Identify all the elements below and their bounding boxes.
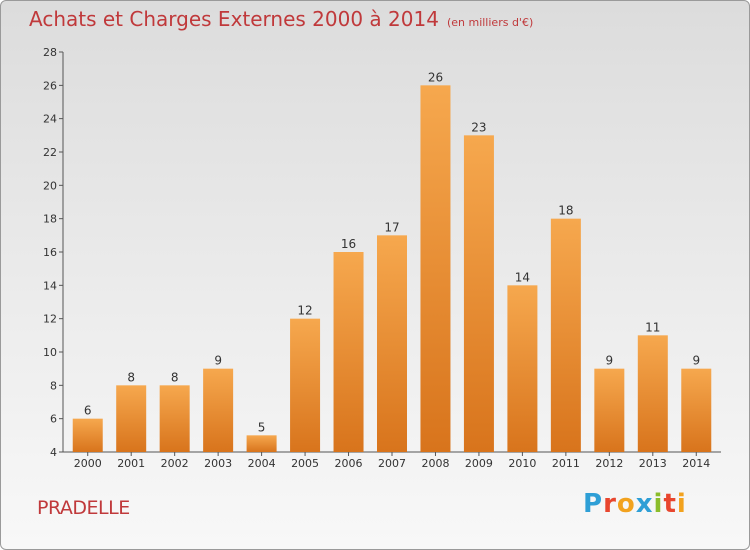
- bar-2014: [681, 368, 712, 452]
- bar-2002: [159, 385, 190, 452]
- x-tick-label: 2002: [161, 457, 189, 470]
- x-tick-label: 2004: [248, 457, 276, 470]
- logo-letter: i: [676, 489, 687, 519]
- data-label-2012: 9: [606, 354, 614, 368]
- y-tick-label: 16: [43, 246, 57, 259]
- y-tick-label: 20: [43, 179, 57, 192]
- x-tick-label: 2003: [204, 457, 232, 470]
- data-label-2011: 18: [558, 204, 573, 218]
- x-tick-label: 2000: [74, 457, 102, 470]
- x-tick-label: 2010: [508, 457, 536, 470]
- data-label-2002: 8: [171, 370, 179, 384]
- y-tick-label: 26: [43, 79, 57, 92]
- bar-2005: [290, 318, 321, 452]
- logo-letter: P: [583, 489, 604, 519]
- y-tick-label: 6: [50, 413, 57, 426]
- logo-letter: r: [603, 489, 617, 519]
- y-tick-label: 22: [43, 146, 57, 159]
- bar-2004: [246, 435, 277, 452]
- bar-2003: [203, 368, 234, 452]
- x-tick-label: 2005: [291, 457, 319, 470]
- y-tick-label: 12: [43, 313, 57, 326]
- x-tick-label: 2014: [682, 457, 710, 470]
- bar-2008: [420, 85, 451, 452]
- data-label-2004: 5: [258, 420, 266, 434]
- bar-2006: [333, 252, 364, 452]
- data-label-2006: 16: [341, 237, 356, 251]
- y-tick-label: 4: [50, 446, 57, 459]
- x-tick-label: 2013: [639, 457, 667, 470]
- y-tick-label: 28: [43, 46, 57, 59]
- chart-bars: 6 8 8 9 5 12 16 17 26 23 14 18 9 11 9: [72, 70, 712, 453]
- bar-2012: [594, 368, 625, 452]
- x-tick-label: 2008: [421, 457, 449, 470]
- data-label-2014: 9: [692, 354, 700, 368]
- logo-letter: i: [653, 489, 664, 519]
- bar-2010: [507, 285, 538, 452]
- data-label-2010: 14: [515, 270, 530, 284]
- logo-letter: t: [663, 489, 677, 519]
- data-label-2001: 8: [127, 370, 135, 384]
- logo-letter: o: [616, 489, 636, 519]
- x-tick-label: 2012: [595, 457, 623, 470]
- proxiti-logo: Proxiti: [583, 489, 687, 519]
- chart-title: Achats et Charges Externes 2000 à 2014 (e…: [29, 7, 533, 31]
- data-label-2003: 9: [214, 354, 222, 368]
- data-label-2005: 12: [297, 304, 312, 318]
- data-label-2013: 11: [645, 320, 660, 334]
- bar-2009: [463, 135, 494, 453]
- y-tick-label: 14: [43, 279, 57, 292]
- bar-2007: [377, 235, 407, 452]
- y-tick-label: 10: [43, 346, 57, 359]
- data-label-2000: 6: [84, 404, 92, 418]
- y-tick-label: 18: [43, 213, 57, 226]
- x-tick-label: 2007: [378, 457, 406, 470]
- bar-2013: [637, 335, 668, 452]
- chart-subtitle: (en milliers d'€): [446, 16, 534, 29]
- chart-title-text: Achats et Charges Externes 2000 à 2014: [29, 7, 439, 31]
- data-label-2008: 26: [428, 70, 443, 84]
- x-tick-label: 2009: [465, 457, 493, 470]
- bar-2000: [72, 418, 103, 452]
- commune-name: PRADELLE: [37, 497, 130, 519]
- bar-2011: [550, 218, 581, 452]
- bar-2001: [116, 385, 147, 452]
- x-tick-label: 2006: [335, 457, 363, 470]
- logo-letter: x: [635, 489, 654, 519]
- data-label-2007: 17: [384, 220, 399, 234]
- x-tick-label: 2001: [117, 457, 145, 470]
- chart-axes: 4 6 8 10 12 14 16 18 20 22 24 26 28 2000 2001 2002 2003 2…: [43, 46, 721, 470]
- y-tick-label: 8: [50, 379, 57, 392]
- data-label-2009: 23: [471, 120, 486, 134]
- y-tick-label: 24: [43, 113, 57, 126]
- x-tick-label: 2011: [552, 457, 580, 470]
